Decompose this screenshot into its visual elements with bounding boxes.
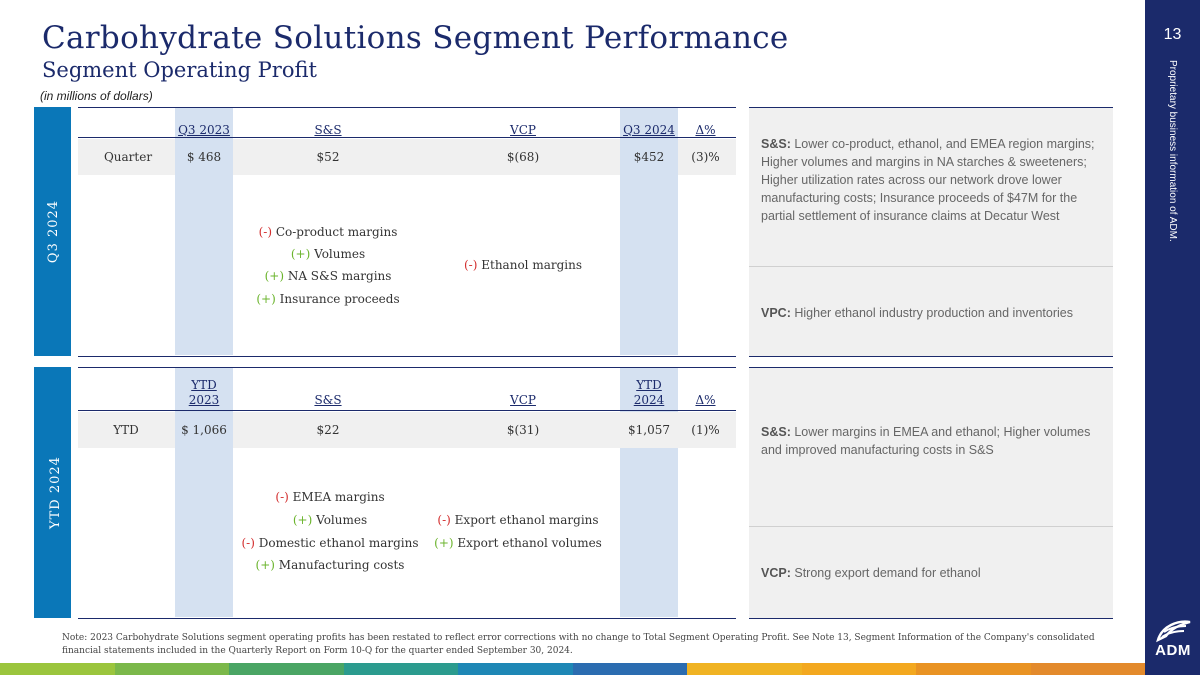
right-side-bar: 13 ADM [1145, 0, 1200, 675]
q3-vcp-commentary: VPC: Higher ethanol industry production … [761, 306, 1074, 320]
q3-delta-value: (3)% [691, 150, 720, 164]
ytd-header-current: YTD 2024 [633, 378, 665, 407]
adm-logo: ADM [1152, 618, 1194, 662]
q3-ss-value: $52 [316, 150, 340, 164]
adm-leaf-icon [1156, 620, 1191, 643]
ytd-row-label: YTD [113, 423, 139, 437]
ytd-prior-column [175, 368, 233, 617]
q3-ss-driver: (+) Volumes [290, 247, 366, 261]
stripe-segment [458, 663, 573, 675]
q3-current-value: $452 [620, 139, 678, 175]
ytd-current-value: $1,057 [628, 423, 670, 437]
ytd-vcp-value: $(31) [506, 423, 540, 437]
q3-vcp-value: $(68) [506, 150, 540, 164]
ytd-prior-value: $ 1,066 [175, 412, 233, 448]
ytd-ss-driver: (-) EMEA margins [275, 490, 385, 504]
ytd-header-ss: S&S [314, 393, 342, 407]
stripe-segment [0, 663, 115, 675]
ytd-header-row: YTD 2023 S&S VCP YTD 2024 Δ% [78, 368, 736, 411]
stripe-segment [572, 663, 687, 675]
q3-header-ss: S&S [314, 123, 342, 137]
units-note: (in millions of dollars) [40, 89, 153, 103]
page-number: 13 [1163, 26, 1182, 43]
q3-commentary-divider [749, 266, 1113, 267]
q3-ss-driver: (-) Co-product margins [258, 225, 398, 239]
q3-table: Q3 2023 S&S VCP Q3 2024 Δ% Quarter $ 468… [78, 107, 736, 357]
q3-header-vcp: VCP [510, 123, 536, 137]
q3-header-prior: Q3 2023 [178, 123, 230, 137]
page-title: Carbohydrate Solutions Segment Performan… [42, 20, 789, 56]
ytd-vcp-driver: (+) Export ethanol volumes [434, 536, 602, 550]
proprietary-notice: Proprietary business information of ADM. [1167, 60, 1178, 242]
logo-text: ADM [1155, 642, 1191, 659]
page-subtitle: Segment Operating Profit [42, 58, 317, 82]
ytd-ss-value: $22 [316, 423, 340, 437]
ytd-header-delta: Δ% [695, 393, 716, 407]
q3-prior-value: $ 468 [175, 139, 233, 175]
stripe-segment [916, 663, 1031, 675]
ytd-side-label: YTD 2024 [34, 367, 71, 618]
q3-header-current: Q3 2024 [623, 123, 675, 137]
footnote: Note: 2023 Carbohydrate Solutions segmen… [62, 633, 1095, 656]
q3-commentary: S&S: Lower co-product, ethanol, and EMEA… [749, 107, 1113, 357]
ytd-commentary: S&S: Lower margins in EMEA and ethanol; … [749, 367, 1113, 619]
ytd-commentary-divider [749, 526, 1113, 527]
stripe-segment [114, 663, 229, 675]
ytd-ss-driver: (+) Volumes [292, 513, 368, 527]
ytd-header-prior: YTD 2023 [188, 378, 220, 407]
ytd-table: YTD 2023 S&S VCP YTD 2024 Δ% YTD $ 1,066… [78, 367, 736, 619]
q3-ss-driver: (+) Insurance proceeds [256, 292, 400, 306]
q3-vcp-driver: (-) Ethanol margins [464, 258, 582, 272]
stripe-segment [343, 663, 458, 675]
q3-header-row: Q3 2023 S&S VCP Q3 2024 Δ% [78, 108, 736, 138]
stripe-segment [1030, 663, 1145, 675]
stripe-segment [229, 663, 344, 675]
ytd-header-vcp: VCP [510, 393, 536, 407]
ytd-ss-commentary: S&S: Lower margins in EMEA and ethanol; … [761, 425, 1091, 457]
stripe-segment [801, 663, 916, 675]
ytd-delta-value: (1)% [691, 423, 720, 437]
ytd-vcp-driver: (-) Export ethanol margins [437, 513, 599, 527]
q3-ss-commentary: S&S: Lower co-product, ethanol, and EMEA… [761, 137, 1095, 223]
q3-ss-driver: (+) NA S&S margins [264, 269, 392, 283]
ytd-vcp-commentary: VCP: Strong export demand for ethanol [761, 566, 981, 580]
q3-side-label: Q3 2024 [34, 107, 71, 356]
ytd-current-column [620, 368, 678, 617]
color-stripe [0, 663, 1145, 675]
q3-header-delta: Δ% [695, 123, 716, 137]
q3-quarter-row: Quarter $ 468 $52 $(68) $452 (3)% [78, 139, 736, 175]
stripe-segment [687, 663, 802, 675]
ytd-ss-driver: (-) Domestic ethanol margins [241, 536, 419, 550]
ytd-ss-driver: (+) Manufacturing costs [255, 558, 405, 572]
ytd-row: YTD $ 1,066 $22 $(31) $1,057 (1)% [78, 412, 736, 448]
q3-row-label: Quarter [103, 150, 153, 164]
